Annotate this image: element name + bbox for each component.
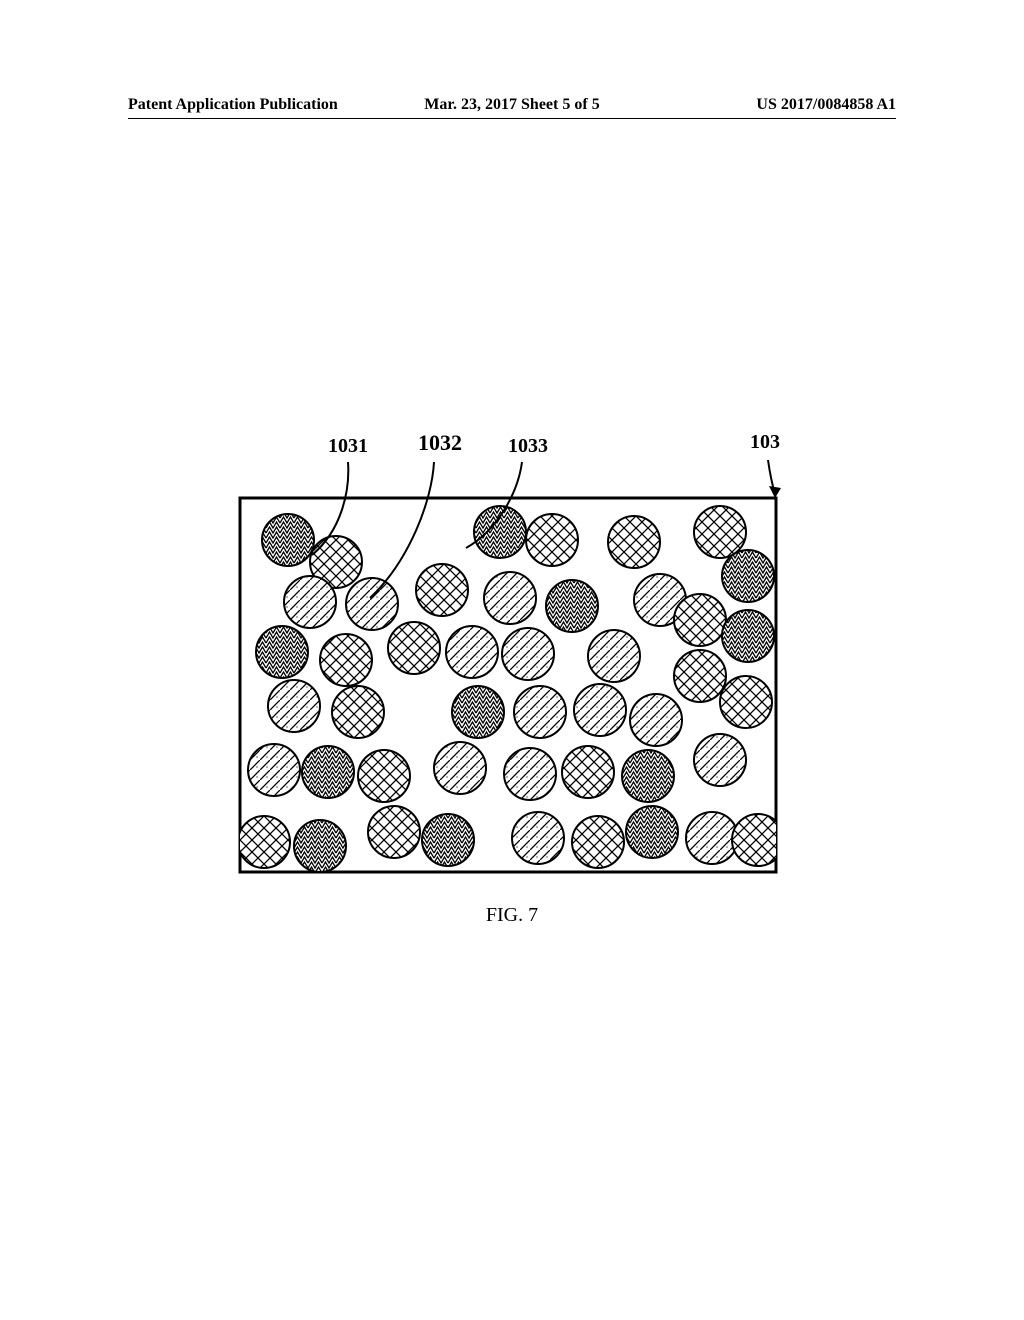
particle-diag — [284, 576, 336, 628]
particle-diag — [588, 630, 640, 682]
particle-basket — [720, 676, 772, 728]
particle-diag — [630, 694, 682, 746]
particle-herring — [622, 750, 674, 802]
page: Patent Application Publication Mar. 23, … — [0, 0, 1024, 1320]
particle-herring — [302, 746, 354, 798]
particle-basket — [416, 564, 468, 616]
particle-basket — [674, 594, 726, 646]
particle-diag — [514, 686, 566, 738]
particle-diag — [248, 744, 300, 796]
particle-basket — [358, 750, 410, 802]
particle-diag — [574, 684, 626, 736]
particle-herring — [474, 506, 526, 558]
particle-basket — [368, 806, 420, 858]
reference-label: 1032 — [418, 430, 462, 455]
figure-caption: FIG. 7 — [0, 904, 1024, 927]
particle-diag — [446, 626, 498, 678]
reference-label: 1033 — [508, 435, 548, 457]
particle-basket — [238, 816, 290, 868]
reference-arrow-103 — [768, 460, 781, 498]
particle-diag — [346, 578, 398, 630]
figure-7: 1031 1032 1033 103 — [0, 0, 1024, 1320]
particle-herring — [722, 610, 774, 662]
particle-diag — [268, 680, 320, 732]
particle-basket — [562, 746, 614, 798]
particle-herring — [452, 686, 504, 738]
particle-herring — [256, 626, 308, 678]
particle-diag — [686, 812, 738, 864]
particle-diag — [512, 812, 564, 864]
particle-diag — [434, 742, 486, 794]
particle-diag — [694, 734, 746, 786]
particle-basket — [332, 686, 384, 738]
particle-basket — [694, 506, 746, 558]
particle-diag — [502, 628, 554, 680]
particle-herring — [294, 820, 346, 872]
particle-herring — [422, 814, 474, 866]
particle-diag — [504, 748, 556, 800]
particle-basket — [608, 516, 660, 568]
reference-label: 103 — [750, 431, 780, 453]
particle-basket — [320, 634, 372, 686]
particle-herring — [626, 806, 678, 858]
reference-labels: 1031 1032 1033 103 — [328, 430, 780, 457]
particle-basket — [572, 816, 624, 868]
particle-basket — [526, 514, 578, 566]
reference-label: 1031 — [328, 435, 368, 457]
particle-basket — [674, 650, 726, 702]
particle-herring — [262, 514, 314, 566]
particle-diag — [484, 572, 536, 624]
particle-herring — [546, 580, 598, 632]
particle-basket — [388, 622, 440, 674]
particle-herring — [722, 550, 774, 602]
